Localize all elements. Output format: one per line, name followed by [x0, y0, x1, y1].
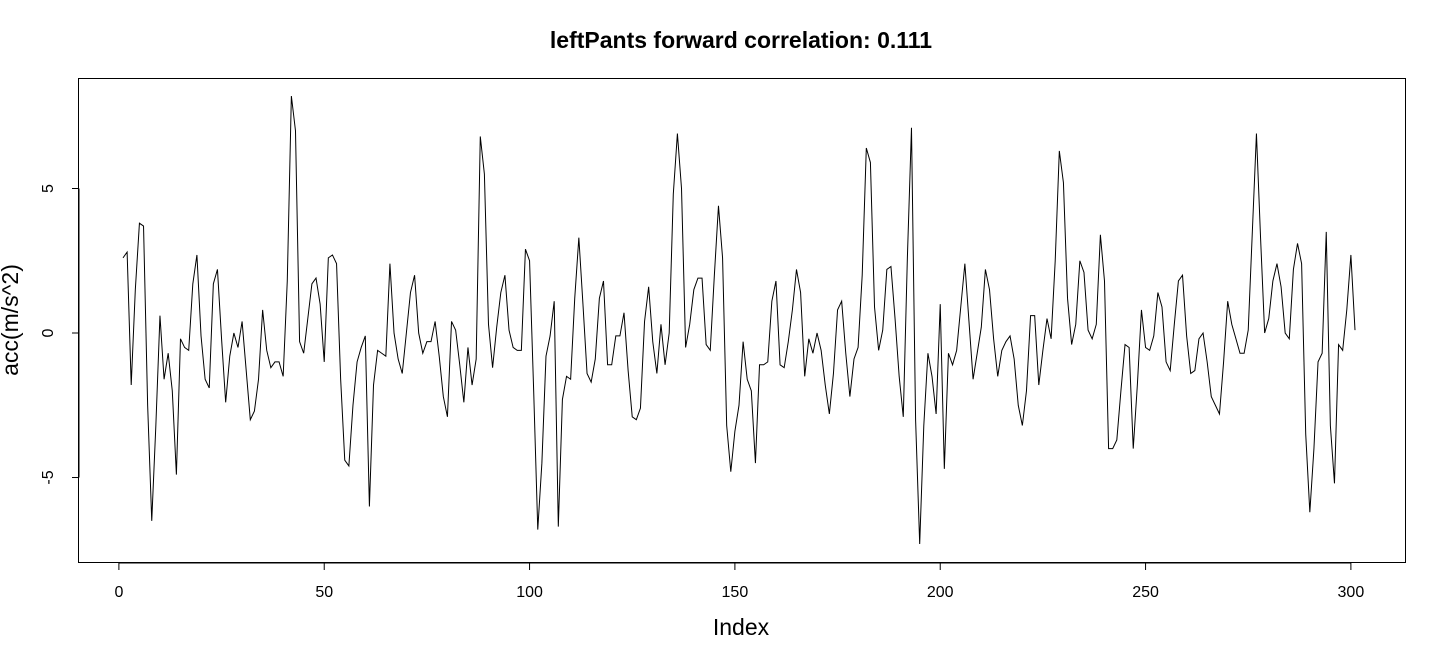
x-tick-label: 200	[927, 584, 954, 601]
x-tick-label: 0	[114, 584, 123, 601]
x-tick-label: 250	[1132, 584, 1159, 601]
x-axis: 0 50 100 150 200 250 300	[114, 562, 1365, 601]
y-tick-label: 0	[40, 328, 57, 337]
x-tick-label: 300	[1338, 584, 1365, 601]
x-tick-label: 100	[516, 584, 543, 601]
y-axis-label: acc(m/s^2)	[0, 264, 23, 376]
chart-title: leftPants forward correlation: 0.111	[550, 27, 932, 53]
x-tick-label: 150	[722, 584, 749, 601]
x-axis-label: Index	[713, 614, 770, 640]
x-tick-label: 50	[315, 584, 333, 601]
y-axis: -5 0 5	[40, 184, 80, 485]
plot-area-border	[78, 78, 1406, 563]
y-tick-label: -5	[40, 470, 57, 484]
series-line	[122, 95, 1356, 545]
y-tick-label: 5	[40, 184, 57, 193]
